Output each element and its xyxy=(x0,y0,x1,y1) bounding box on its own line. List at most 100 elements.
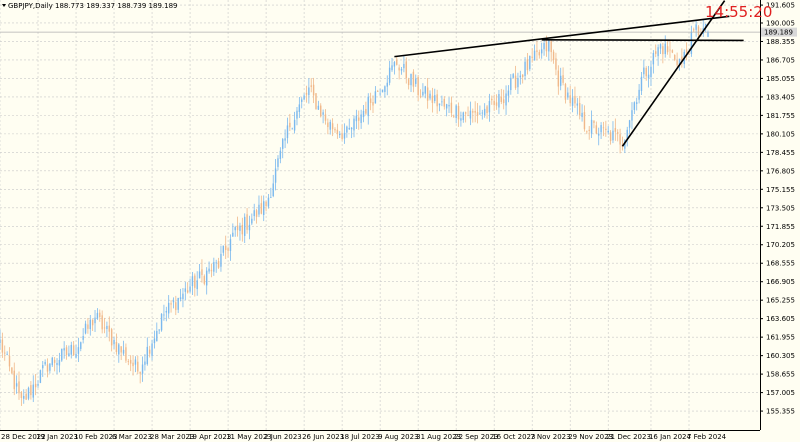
candle-body xyxy=(108,325,111,332)
axes xyxy=(0,0,761,431)
date-tick-label: 31 Aug 2023 xyxy=(416,433,461,441)
candle-body xyxy=(272,183,274,197)
candle-body xyxy=(63,348,65,351)
candle-body xyxy=(282,139,284,149)
candle-body xyxy=(605,128,607,130)
candle-body xyxy=(505,93,507,106)
candle-body xyxy=(502,99,505,104)
price-tick-label: 161.955 xyxy=(766,334,795,342)
trendline[interactable] xyxy=(621,0,726,147)
candle xyxy=(400,66,403,75)
candle xyxy=(253,203,255,221)
candle-body xyxy=(179,297,182,300)
candle-body xyxy=(224,245,227,250)
candle xyxy=(172,297,175,309)
candle-body xyxy=(443,99,445,107)
candle xyxy=(571,89,574,113)
candle xyxy=(139,371,141,384)
candle xyxy=(282,137,284,159)
candle-body xyxy=(671,50,674,53)
candle xyxy=(196,271,198,296)
candle-body xyxy=(410,73,412,86)
candle-body xyxy=(519,75,522,78)
candle-body xyxy=(536,50,538,53)
candle-body xyxy=(18,381,20,394)
candle-body xyxy=(555,58,557,70)
candle xyxy=(564,82,567,104)
candle xyxy=(567,87,569,100)
candle xyxy=(690,25,693,57)
candle xyxy=(132,355,134,376)
candle-body xyxy=(348,127,350,130)
candle xyxy=(600,122,602,140)
candle-body xyxy=(676,60,678,66)
trendline[interactable] xyxy=(541,39,744,42)
candle xyxy=(666,40,669,55)
candle xyxy=(106,321,108,338)
candle xyxy=(215,259,217,273)
candle xyxy=(581,104,583,122)
candle xyxy=(524,57,526,81)
candle xyxy=(384,85,386,98)
candle xyxy=(94,309,96,332)
candle xyxy=(512,72,514,79)
candle xyxy=(37,380,39,388)
candle-body xyxy=(486,106,488,114)
candle-body xyxy=(203,276,206,284)
candle xyxy=(20,390,23,406)
candle xyxy=(488,93,491,122)
candle-body xyxy=(631,110,633,121)
candle xyxy=(51,356,53,367)
candle xyxy=(34,373,37,396)
candle xyxy=(336,123,339,139)
trendline[interactable] xyxy=(394,15,730,58)
candle-body xyxy=(267,197,270,207)
candle xyxy=(662,42,664,64)
candle-body xyxy=(72,345,75,356)
candle-body xyxy=(246,214,248,230)
date-tick-label: 9 Aug 2023 xyxy=(378,433,418,441)
candle-body xyxy=(6,353,8,355)
candle xyxy=(56,358,58,375)
candle xyxy=(605,120,607,137)
candle xyxy=(184,282,187,301)
candle-body xyxy=(99,312,101,318)
candle-body xyxy=(467,115,469,116)
candle xyxy=(531,48,533,63)
candle-body xyxy=(450,102,453,114)
candle-body xyxy=(396,59,398,65)
candle-body xyxy=(20,392,23,398)
candle xyxy=(467,106,469,117)
candle-body xyxy=(369,98,372,103)
candle-body xyxy=(417,77,419,96)
candle xyxy=(486,104,488,119)
candle xyxy=(291,127,293,130)
candle-body xyxy=(643,67,645,75)
candle-body xyxy=(681,56,683,62)
candle-body xyxy=(23,395,25,399)
candle-body xyxy=(614,128,617,132)
candle xyxy=(593,120,595,129)
candle-body xyxy=(562,75,564,83)
candle-body xyxy=(284,138,286,141)
price-tick-label: 183.405 xyxy=(766,93,795,101)
candle xyxy=(270,187,272,199)
candle xyxy=(82,328,84,344)
candle xyxy=(308,78,310,104)
candle xyxy=(614,118,617,141)
candle xyxy=(46,358,49,378)
candle-body xyxy=(514,75,517,88)
candle-body xyxy=(270,197,272,198)
candle-body xyxy=(208,268,210,272)
symbol-dropdown-icon[interactable] xyxy=(2,4,6,7)
candle xyxy=(348,118,350,131)
candle xyxy=(438,103,441,112)
candle xyxy=(636,97,638,111)
candle-body xyxy=(507,90,510,96)
candle xyxy=(628,119,631,134)
trendlines[interactable] xyxy=(394,0,744,147)
candle xyxy=(18,371,20,400)
candle xyxy=(647,65,650,88)
candle-body xyxy=(426,87,429,101)
